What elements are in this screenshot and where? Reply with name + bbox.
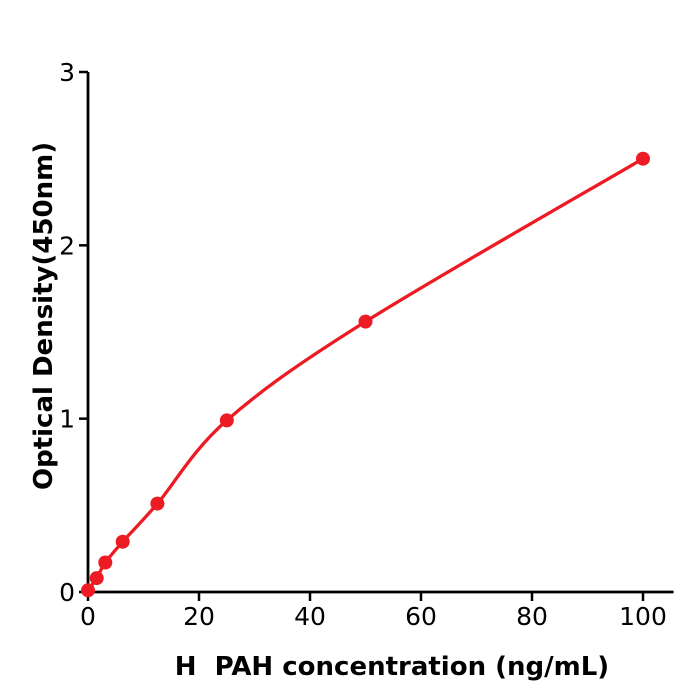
data-point [81, 583, 95, 598]
y-tick-label: 2 [59, 231, 75, 260]
x-tick-label: 0 [80, 602, 96, 631]
x-tick-label: 20 [183, 602, 215, 631]
y-tick-label: 0 [59, 578, 75, 607]
data-point [219, 413, 234, 428]
x-tick-label: 40 [294, 602, 326, 631]
data-point [89, 571, 104, 586]
x-axis-title: H PAH concentration (ng/mL) [174, 652, 610, 682]
x-tick-label: 80 [516, 602, 548, 631]
y-tick-label: 1 [59, 405, 75, 434]
data-point [98, 555, 113, 570]
data-point [358, 314, 373, 329]
y-axis-title: Optical Density(450nm) [29, 141, 59, 490]
data-point [636, 151, 650, 166]
x-tick-label: 100 [619, 602, 667, 631]
data-point [115, 534, 130, 549]
y-tick-label: 3 [59, 58, 75, 87]
fit-curve [86, 157, 645, 592]
x-tick-label: 60 [405, 602, 437, 631]
data-point [150, 496, 165, 511]
